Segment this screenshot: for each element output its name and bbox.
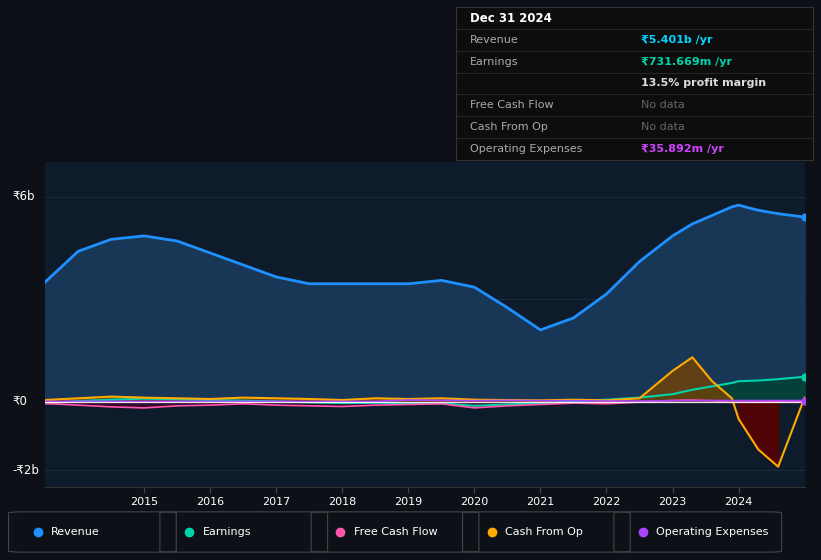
Text: ₹6b: ₹6b	[12, 190, 34, 203]
Text: Dec 31 2024: Dec 31 2024	[470, 12, 552, 25]
Text: ₹5.401b /yr: ₹5.401b /yr	[641, 35, 713, 45]
Text: Revenue: Revenue	[470, 35, 519, 45]
Text: ₹35.892m /yr: ₹35.892m /yr	[641, 144, 724, 154]
Text: ₹731.669m /yr: ₹731.669m /yr	[641, 57, 732, 67]
Text: No data: No data	[641, 122, 686, 132]
Text: Revenue: Revenue	[51, 527, 100, 537]
Text: No data: No data	[641, 100, 686, 110]
Text: Cash From Op: Cash From Op	[505, 527, 583, 537]
Text: -₹2b: -₹2b	[12, 464, 39, 477]
Text: Operating Expenses: Operating Expenses	[657, 527, 768, 537]
Text: Operating Expenses: Operating Expenses	[470, 144, 582, 154]
Text: Free Cash Flow: Free Cash Flow	[470, 100, 553, 110]
Text: Earnings: Earnings	[203, 527, 251, 537]
Text: 13.5% profit margin: 13.5% profit margin	[641, 78, 767, 88]
Text: Cash From Op: Cash From Op	[470, 122, 548, 132]
Text: Earnings: Earnings	[470, 57, 518, 67]
Text: ₹0: ₹0	[12, 395, 27, 408]
Text: Free Cash Flow: Free Cash Flow	[354, 527, 438, 537]
